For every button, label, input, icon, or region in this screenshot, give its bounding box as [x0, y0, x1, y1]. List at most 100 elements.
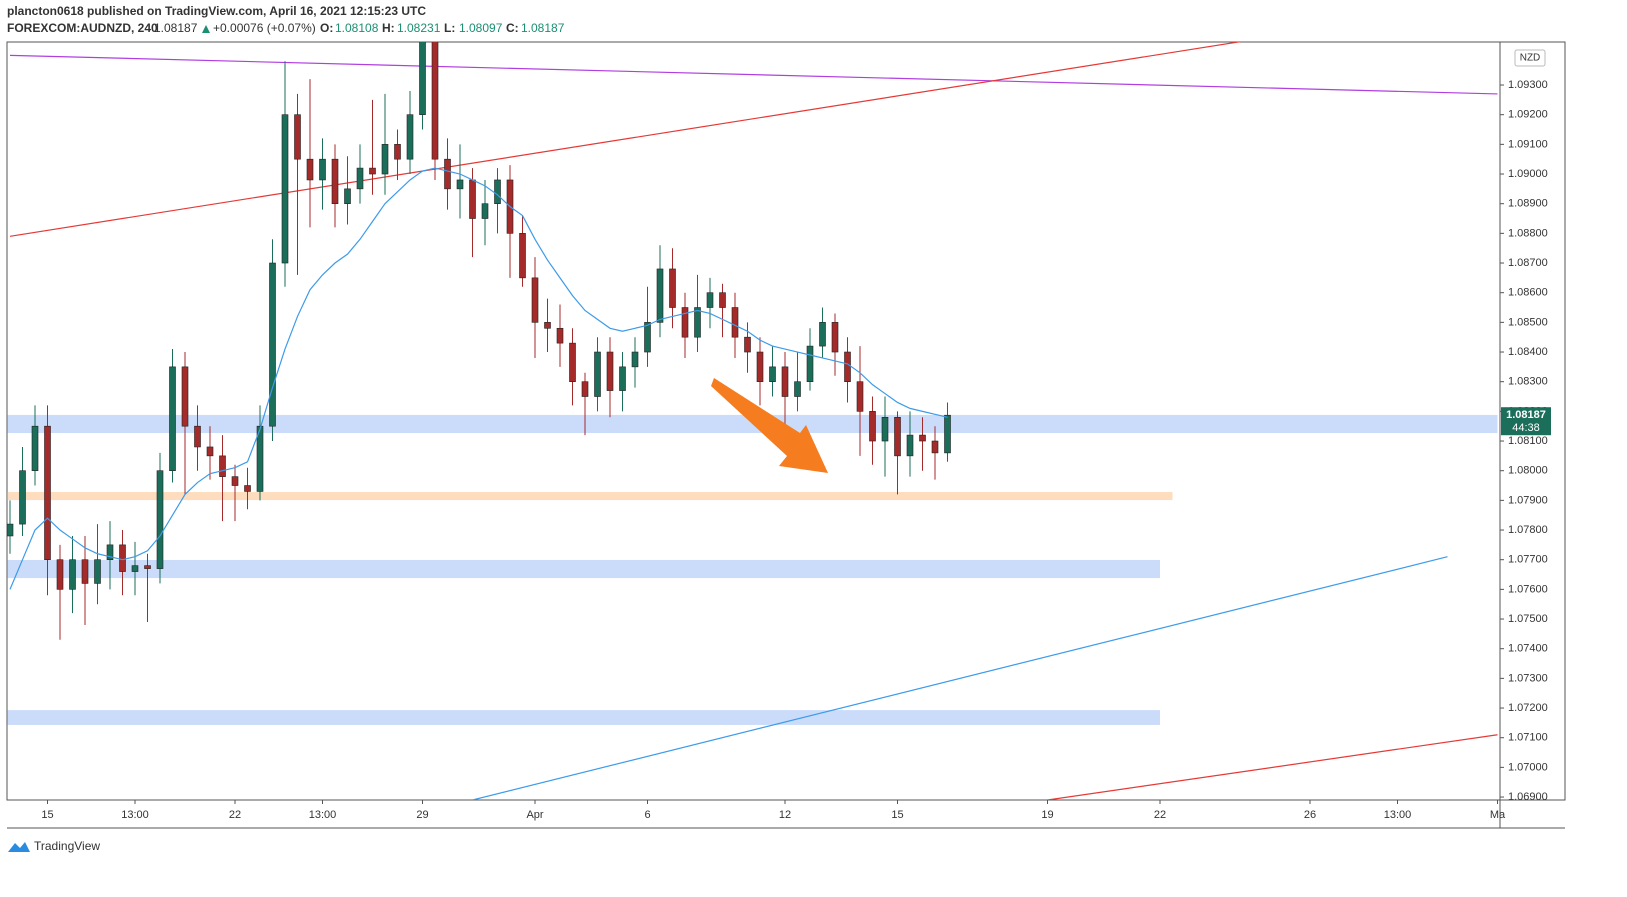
- candle-body: [381, 144, 389, 175]
- y-tick-label: 1.07400: [1508, 643, 1548, 655]
- x-tick-label: Ma: [1490, 809, 1506, 821]
- trend-line: [472, 556, 1448, 800]
- y-tick-label: 1.06900: [1508, 791, 1548, 803]
- trend-line: [9, 42, 1242, 237]
- candle-body: [656, 268, 664, 323]
- candle-body: [744, 336, 751, 353]
- last: 1.08187: [154, 21, 198, 35]
- candle-body: [606, 351, 614, 391]
- candle-body: [731, 307, 739, 338]
- candle-body: [456, 179, 464, 190]
- candle-body: [194, 425, 201, 448]
- candle-body: [169, 366, 176, 471]
- y-tick-label: 1.07100: [1508, 732, 1548, 744]
- candle-body: [181, 366, 189, 427]
- y-tick-label: 1.07500: [1508, 613, 1548, 625]
- candle-body: [856, 381, 864, 412]
- candle-body: [831, 322, 839, 353]
- candle-body: [681, 307, 689, 338]
- candle-body: [631, 351, 639, 368]
- candle-body: [269, 262, 276, 427]
- y-tick-label: 1.08100: [1508, 435, 1548, 447]
- y-tick-label: 1.08700: [1508, 257, 1548, 269]
- candle-body: [619, 366, 626, 391]
- y-tick-label: 1.07000: [1508, 761, 1548, 773]
- candle-body: [531, 277, 539, 323]
- candle-body: [544, 322, 551, 329]
- candle-body: [306, 158, 314, 181]
- candle-body: [719, 292, 726, 308]
- price-badge-label: 1.08187: [1506, 409, 1546, 421]
- y-tick-label: 1.07700: [1508, 554, 1548, 566]
- ohlc-value: 1.08108: [335, 21, 379, 35]
- ohlc-label: H:: [382, 21, 395, 35]
- currency-badge: [1514, 49, 1546, 67]
- candle-body: [344, 188, 351, 204]
- candle-body: [94, 559, 101, 584]
- x-tick-label: 19: [1041, 809, 1053, 821]
- y-tick-label: 1.09200: [1508, 109, 1548, 121]
- price-badge: [1501, 407, 1551, 436]
- y-tick-label: 1.09300: [1508, 79, 1548, 91]
- candle-body: [19, 470, 26, 525]
- candle-body: [519, 233, 526, 279]
- y-tick-label: 1.09000: [1508, 168, 1548, 180]
- candle-body: [356, 167, 364, 190]
- candle-body: [69, 559, 76, 590]
- ohlc-label: O:: [320, 21, 333, 35]
- up-icon: [202, 25, 210, 33]
- currency: NZD: [1520, 53, 1541, 64]
- x-tick-label: 13:00: [121, 809, 149, 821]
- candle-body: [406, 114, 414, 160]
- countdown: 44:38: [1512, 422, 1540, 434]
- candle-body: [119, 544, 126, 572]
- x-tick-label: 15: [41, 809, 53, 821]
- candle-body: [794, 381, 801, 397]
- candle-body: [206, 446, 214, 457]
- trend-line: [1047, 734, 1498, 800]
- candle-body: [131, 565, 139, 572]
- candle-body: [294, 114, 301, 160]
- candle-body: [819, 322, 826, 347]
- candle-body: [106, 544, 114, 560]
- candle-body: [219, 455, 226, 477]
- y-tick-label: 1.08000: [1508, 465, 1548, 477]
- candle-body: [919, 434, 926, 442]
- candle-body: [781, 366, 789, 397]
- candle-body: [81, 559, 89, 584]
- candle-body: [894, 416, 901, 457]
- logo: [8, 842, 30, 852]
- x-tick-label: 29: [416, 809, 428, 821]
- candle-body: [431, 42, 439, 160]
- candle-body: [394, 144, 401, 160]
- candle-body: [769, 366, 776, 382]
- y-tick-label: 1.07300: [1508, 672, 1548, 684]
- y-tick-label: 1.08300: [1508, 376, 1548, 388]
- y-tick-label: 1.08800: [1508, 227, 1548, 239]
- candle-body: [944, 414, 951, 454]
- y-tick-label: 1.08600: [1508, 287, 1548, 299]
- y-tick-label: 1.09100: [1508, 138, 1548, 150]
- candle-body: [44, 425, 51, 560]
- x-tick-label: 15: [891, 809, 903, 821]
- candle-body: [644, 322, 651, 353]
- frame: [6, 41, 1566, 801]
- ohlc-label: L:: [444, 21, 455, 35]
- ohlc-label: C:: [506, 21, 519, 35]
- candle-body: [594, 351, 601, 397]
- x-tick-label: 13:00: [1384, 809, 1412, 821]
- candle-body: [881, 416, 889, 442]
- candle-body: [331, 158, 339, 204]
- publisher: plancton0618 published on TradingView.co…: [7, 4, 426, 18]
- candle-body: [231, 476, 239, 486]
- candle-body: [156, 470, 164, 569]
- candle-body: [756, 351, 764, 382]
- plot: [7, 42, 1498, 800]
- candle-body: [56, 559, 64, 590]
- ohlc-value: 1.08097: [459, 21, 503, 35]
- moving-average: [9, 167, 948, 590]
- candle-body: [444, 158, 451, 190]
- candle-body: [31, 425, 39, 471]
- candle-body: [669, 268, 676, 308]
- symbol: FOREXCOM:AUDNZD, 240: [7, 21, 158, 35]
